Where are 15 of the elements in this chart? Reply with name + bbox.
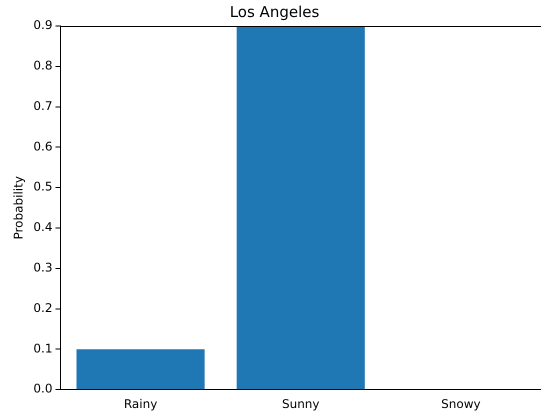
y-tick-label: 0.4 [33,220,52,234]
y-tick-label: 0.7 [33,98,52,113]
y-tick-label: 0.5 [33,180,52,194]
x-tick-label: Snowy [441,396,481,411]
y-tick-label: 0.6 [33,139,52,154]
y-tick-label: 0.8 [33,58,52,73]
chart-title: Los Angeles [230,2,320,21]
y-tick-label: 0.1 [33,341,52,356]
x-tick-label: Rainy [124,396,158,411]
y-tick-label: 0.3 [33,260,52,275]
y-axis-title: Probability [11,176,26,240]
x-tick-label: Sunny [282,396,320,411]
y-tick-label: 0.2 [33,300,52,315]
y-tick-label: 0.9 [33,18,52,32]
y-tick-label: 0.0 [33,382,52,396]
